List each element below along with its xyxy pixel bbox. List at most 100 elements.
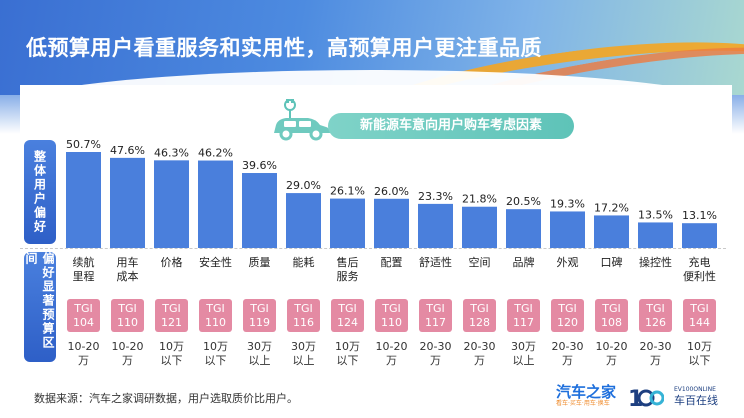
bar-4	[242, 173, 277, 248]
tgi-value: 110	[117, 316, 138, 329]
bar-13	[638, 222, 673, 248]
value-label-4: 39.6%	[242, 159, 277, 172]
category-label-11-0: 外观	[557, 256, 579, 269]
tgi-value: 117	[513, 316, 534, 329]
value-label-14: 13.1%	[682, 209, 717, 222]
bar-11	[550, 211, 585, 248]
category-label-1-1: 成本	[117, 269, 139, 283]
category-label-0-1: 里程	[73, 270, 95, 283]
value-label-13: 13.5%	[638, 208, 673, 221]
tgi-label: TGI	[558, 302, 577, 315]
tgi-label: TGI	[514, 302, 533, 315]
tgi-box-13: TGI 126	[639, 299, 672, 332]
category-label-14-1: 便利性	[683, 269, 716, 283]
tgi-box-9: TGI 128	[463, 299, 496, 332]
ev100-logo-text: EV100ONLINE 车百在线	[674, 386, 740, 412]
value-label-0: 50.7%	[66, 138, 101, 151]
tgi-label: TGI	[646, 302, 665, 315]
tgi-label: TGI	[74, 302, 93, 315]
value-label-12: 17.2%	[594, 201, 629, 214]
ev-car-icon	[274, 99, 330, 141]
tgi-label: TGI	[690, 302, 709, 315]
budget-range-12: 10-20 万	[595, 340, 628, 367]
ev100-logo-zh: 车百在线	[674, 394, 718, 407]
category-label-3-0: 安全性	[199, 255, 232, 269]
category-label-12-0: 口碑	[601, 256, 623, 269]
bar-0	[66, 152, 101, 248]
tgi-box-14: TGI 144	[683, 299, 716, 332]
tgi-value: 121	[161, 316, 182, 329]
bar-10	[506, 209, 541, 248]
tgi-box-6: TGI 124	[331, 299, 364, 332]
overall-preference-label: 整体用户偏好	[24, 140, 56, 244]
tgi-box-10: TGI 117	[507, 299, 540, 332]
category-label-10-0: 品牌	[513, 255, 535, 269]
category-label-13-0: 操控性	[639, 255, 672, 269]
value-label-5: 29.0%	[286, 179, 321, 192]
value-label-6: 26.1%	[330, 185, 365, 198]
tgi-value: 108	[601, 316, 622, 329]
tgi-label: TGI	[294, 302, 313, 315]
budget-range-0: 10-20 万	[67, 340, 100, 367]
tgi-label: TGI	[382, 302, 401, 315]
value-label-9: 21.8%	[462, 193, 497, 206]
budget-range-7: 10-20 万	[375, 340, 408, 367]
tgi-value: 124	[337, 316, 358, 329]
value-label-10: 20.5%	[506, 195, 541, 208]
category-label-9-0: 空间	[469, 255, 491, 269]
tgi-box-2: TGI 121	[155, 299, 188, 332]
budget-preference-label: 偏好显著预算区间	[24, 252, 56, 362]
tgi-label: TGI	[338, 302, 357, 315]
page-title: 低预算用户看重服务和实用性，高预算用户更注重品质	[26, 36, 542, 60]
section-divider	[20, 248, 726, 249]
tgi-value: 116	[293, 316, 314, 329]
budget-range-2: 10万 以下	[159, 340, 184, 367]
tgi-value: 144	[689, 316, 710, 329]
category-label-0-0: 续航	[73, 255, 95, 269]
tgi-box-3: TGI 110	[199, 299, 232, 332]
category-label-14-0: 充电	[689, 255, 711, 269]
category-label-6-0: 售后	[337, 255, 359, 269]
budget-range-1: 10-20 万	[111, 340, 144, 367]
category-label-2-0: 价格	[161, 255, 183, 269]
budget-range-8: 20-30 万	[419, 340, 452, 367]
bar-3	[198, 160, 233, 248]
tgi-label: TGI	[250, 302, 269, 315]
category-label-7-0: 配置	[381, 256, 403, 269]
autohome-logo-name: 汽车之家	[556, 383, 617, 401]
value-label-11: 19.3%	[550, 197, 585, 210]
bar-8	[418, 203, 453, 248]
tgi-box-1: TGI 110	[111, 299, 144, 332]
tgi-value: 104	[73, 316, 94, 329]
tgi-box-8: TGI 117	[419, 299, 452, 332]
svg-text:1: 1	[628, 387, 643, 412]
tgi-value: 120	[557, 316, 578, 329]
budget-range-5: 30万 以上	[291, 340, 316, 367]
budget-range-4: 30万 以上	[247, 340, 272, 367]
category-label-6-1: 服务	[337, 270, 359, 283]
tgi-value: 110	[205, 316, 226, 329]
tgi-label: TGI	[118, 302, 137, 315]
autohome-logo-slogan: 看车·买车·用车·换车	[556, 400, 610, 407]
bar-1	[110, 157, 145, 248]
tgi-value: 110	[381, 316, 402, 329]
ev100-logo-mark: 1	[628, 387, 664, 412]
tgi-value: 119	[249, 316, 270, 329]
bar-7	[374, 198, 409, 248]
value-label-3: 46.2%	[198, 147, 233, 160]
tgi-value: 128	[469, 316, 490, 329]
category-label-4-0: 质量	[249, 256, 271, 269]
value-label-2: 46.3%	[154, 146, 189, 159]
budget-range-11: 20-30 万	[551, 340, 584, 367]
tgi-value: 126	[645, 316, 666, 329]
category-label-5-0: 能耗	[293, 255, 315, 269]
tgi-label: TGI	[162, 302, 181, 315]
chart-header: 新能源车意向用户购车考虑因素	[268, 97, 588, 147]
budget-range-3: 10万 以下	[203, 340, 228, 367]
category-label-8-0: 舒适性	[419, 255, 452, 269]
budget-range-9: 20-30 万	[463, 340, 496, 367]
autohome-logo: 汽车之家 看车·买车·用车·换车	[556, 384, 622, 412]
tgi-label: TGI	[470, 302, 489, 315]
budget-range-13: 20-30 万	[639, 340, 672, 367]
